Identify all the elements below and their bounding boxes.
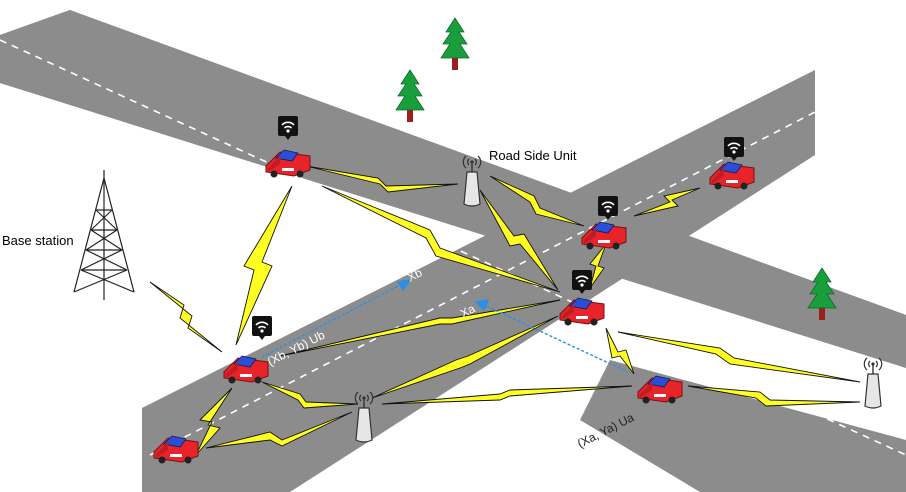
wireless-links bbox=[149, 165, 861, 456]
arrow-xa bbox=[485, 305, 629, 373]
link-car-a2-to-rsu-right bbox=[687, 385, 861, 407]
pine-tree-icon bbox=[395, 69, 425, 123]
link-car-a-to-car-a2 bbox=[605, 327, 635, 375]
antenna-unit-icon bbox=[863, 357, 883, 409]
xb-label: Xb bbox=[405, 265, 425, 284]
link-car-low-to-rsu-low bbox=[205, 411, 353, 449]
pine-tree-icon bbox=[440, 17, 470, 71]
link-car-top-to-car-a bbox=[321, 185, 561, 293]
link-rsu-low-to-car-a bbox=[371, 315, 559, 399]
arrow-xb-head bbox=[396, 279, 412, 292]
link-car-a-to-rsu-right bbox=[617, 331, 861, 383]
road-main-body bbox=[0, 10, 906, 368]
xa-label: Xa bbox=[458, 301, 478, 320]
base-station-label: Base station bbox=[2, 233, 74, 248]
link-car-right-to-car-far bbox=[633, 187, 701, 217]
wifi-icon bbox=[251, 315, 273, 341]
road-cross bbox=[142, 70, 815, 492]
link-car-top-to-rsu bbox=[305, 165, 459, 193]
arrow-xa-head bbox=[474, 299, 490, 312]
road-side-unit-label: Road Side Unit bbox=[489, 148, 577, 163]
link-rsu-low-to-car-a-2 bbox=[381, 385, 633, 405]
arrow-xb bbox=[261, 283, 403, 358]
link-rsu-to-car-a bbox=[479, 189, 559, 291]
link-car-b-to-car-a bbox=[279, 299, 561, 357]
distance-arrows bbox=[261, 279, 629, 373]
lane-main bbox=[0, 39, 906, 456]
link-rsu-to-car-right bbox=[489, 175, 585, 227]
link-car-top-to-car-b bbox=[235, 185, 293, 346]
lattice-tower-icon bbox=[73, 170, 135, 300]
link-base-to-car-b bbox=[149, 281, 223, 353]
